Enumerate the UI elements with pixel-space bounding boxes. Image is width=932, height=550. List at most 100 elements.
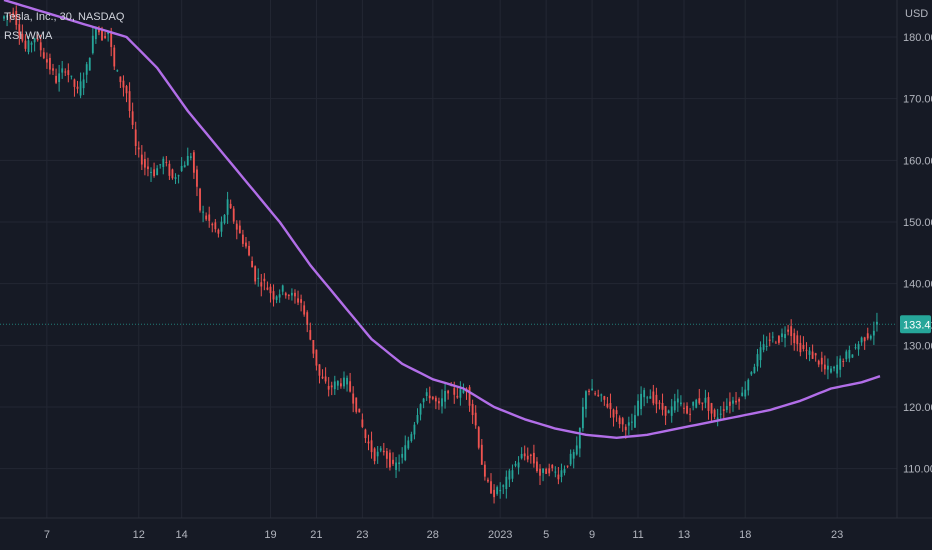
candle-body — [260, 282, 263, 287]
currency-label: USD — [905, 8, 928, 20]
candle-body — [670, 406, 673, 416]
candle-body — [545, 468, 548, 474]
candle-body — [9, 14, 12, 16]
candle-body — [784, 334, 786, 339]
candle-body — [575, 445, 578, 455]
candle-body — [624, 426, 627, 431]
candle-body — [836, 364, 839, 374]
candle-body — [24, 40, 27, 49]
y-tick-label: 120.00 — [903, 402, 932, 414]
candle-body — [425, 392, 428, 397]
candle-body — [42, 52, 45, 59]
candle-body — [21, 33, 24, 41]
candle-body — [523, 453, 526, 457]
candle-body — [45, 59, 48, 63]
candle-body — [609, 403, 612, 410]
candle-body — [3, 16, 5, 19]
candle-body — [676, 398, 679, 403]
candle-body — [487, 479, 489, 482]
candle-body — [630, 421, 633, 423]
candle-body — [799, 342, 802, 353]
candle-body — [248, 245, 250, 256]
candle-body — [569, 453, 572, 465]
candle-body — [444, 390, 446, 402]
candle-body — [137, 147, 140, 150]
candle-body — [300, 299, 303, 303]
candle-body — [6, 15, 8, 18]
candle-body — [655, 394, 658, 405]
candle-body — [771, 336, 774, 338]
candle-body — [104, 35, 106, 38]
candle-body — [719, 413, 722, 415]
candle-body — [808, 350, 811, 355]
candle-body — [251, 261, 254, 268]
x-tick-label: 13 — [678, 529, 690, 541]
candle-body — [640, 393, 643, 409]
candle-body — [343, 377, 345, 387]
candle-body — [278, 294, 281, 298]
candle-body — [269, 286, 272, 294]
candle-body — [664, 406, 667, 416]
candle-body — [205, 215, 208, 220]
candle-body — [869, 335, 872, 339]
candle-body — [597, 394, 600, 396]
candle-body — [52, 68, 54, 71]
wma-line — [3, 0, 881, 439]
candle-body — [379, 448, 382, 451]
candle-body — [520, 454, 523, 459]
candle-body — [321, 376, 324, 379]
candle-body — [839, 358, 842, 370]
candle-body — [358, 408, 361, 413]
x-tick-label: 18 — [739, 529, 751, 541]
candle-body — [805, 349, 808, 351]
candle-body — [275, 296, 278, 300]
candle-body — [266, 287, 269, 290]
candle-body — [612, 409, 615, 418]
candle-body — [496, 487, 499, 494]
candle-body — [578, 427, 581, 449]
y-tick-label: 180.00 — [903, 32, 932, 44]
candle-body — [698, 398, 701, 404]
candle-body — [220, 221, 223, 232]
candle-body — [174, 177, 177, 179]
candle-body — [857, 344, 860, 350]
candle-body — [649, 396, 652, 399]
candle-body — [12, 12, 15, 17]
x-tick-label: 21 — [310, 529, 322, 541]
candle-body — [101, 28, 103, 41]
candle-body — [872, 330, 875, 336]
candle-body — [542, 468, 544, 473]
candle-body — [560, 470, 563, 477]
candle-body — [456, 395, 459, 398]
candle-body — [336, 381, 339, 386]
candle-body — [85, 64, 88, 75]
candle-body — [621, 418, 624, 425]
last-price-label: 133.41 — [903, 319, 932, 331]
candle-body — [67, 70, 70, 76]
candle-body — [741, 392, 744, 396]
candle-body — [116, 70, 119, 72]
candle-body — [471, 403, 474, 416]
candle-body — [312, 340, 315, 354]
candle-body — [119, 76, 122, 83]
candle-body — [468, 387, 471, 406]
candle-body — [177, 175, 180, 177]
candle-body — [73, 79, 76, 87]
candle-body — [591, 388, 594, 391]
x-tick-label: 28 — [427, 529, 439, 541]
candle-body — [643, 390, 646, 398]
candle-body — [254, 266, 257, 282]
candle-body — [732, 400, 734, 404]
candle-body — [162, 158, 165, 168]
candle-body — [431, 396, 434, 399]
candle-body — [704, 397, 707, 403]
candle-body — [367, 441, 370, 444]
y-tick-label: 110.00 — [903, 464, 932, 476]
candle-body — [823, 364, 826, 370]
x-tick-label: 11 — [632, 529, 643, 541]
candle-body — [171, 169, 174, 179]
candle-body — [585, 391, 587, 409]
candle-body — [88, 58, 91, 71]
candle-body — [716, 417, 719, 420]
